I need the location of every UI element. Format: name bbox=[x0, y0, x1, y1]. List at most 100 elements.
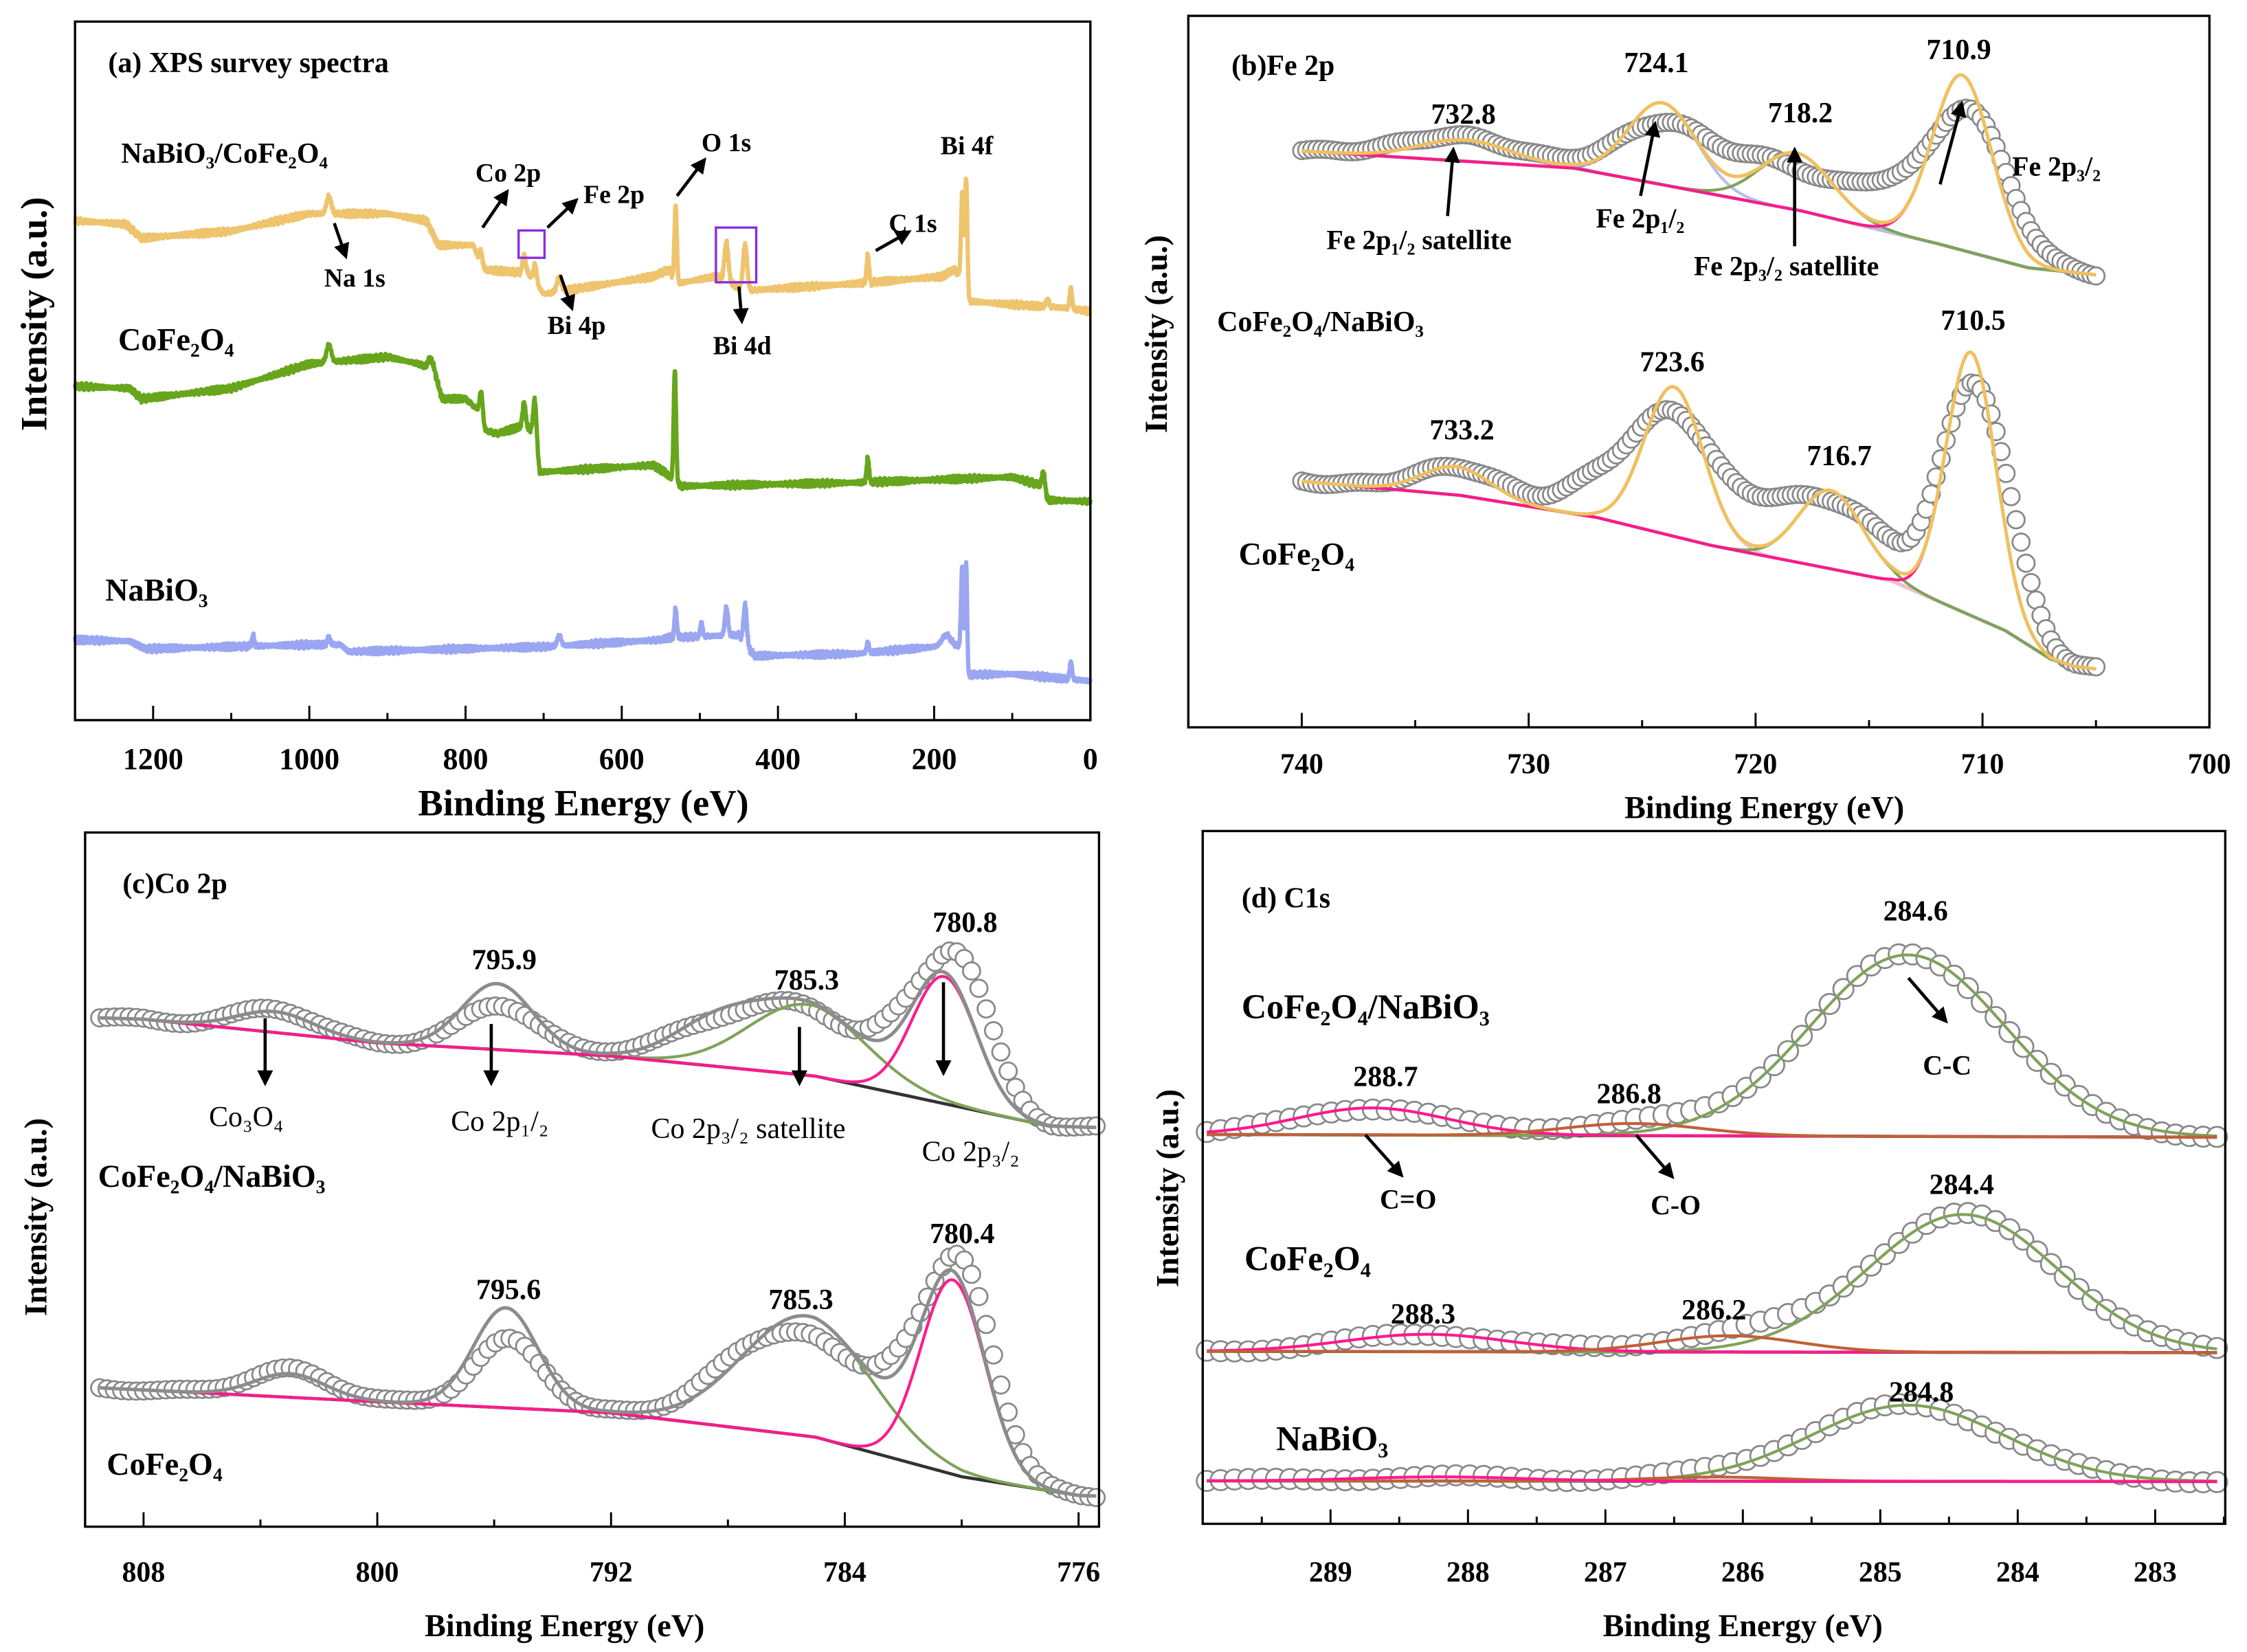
x-tick-label: 1000 bbox=[279, 742, 339, 776]
series-line-0 bbox=[73, 176, 1093, 317]
peak-label-co2p: Co 2p bbox=[476, 159, 541, 188]
data-point bbox=[998, 1061, 1018, 1081]
data-point bbox=[983, 1020, 1003, 1040]
highlight-box-fe2p bbox=[517, 229, 546, 259]
component-peak-2 bbox=[1301, 480, 2097, 671]
axes-frame-d bbox=[1201, 829, 2227, 1526]
spectrum-label-composite: CoFe₂O₄/NaBiO₃ bbox=[98, 1159, 326, 1194]
peak-value-label: 723.6 bbox=[1640, 347, 1704, 379]
x-tick-label: 1200 bbox=[123, 742, 183, 776]
data-point bbox=[961, 961, 981, 981]
arrow-icon bbox=[481, 188, 509, 229]
peak-value-label: 795.6 bbox=[476, 1275, 541, 1306]
data-point bbox=[991, 1042, 1011, 1062]
data-point bbox=[2016, 553, 2036, 573]
y-axis-label-c: Intensity (a.u.) bbox=[18, 1118, 53, 1316]
x-tick-label: 285 bbox=[1859, 1556, 1902, 1588]
x-tick-label: 200 bbox=[911, 742, 957, 776]
x-tick-label: 792 bbox=[590, 1556, 633, 1588]
component-peak-0 bbox=[1301, 465, 2097, 671]
axes-frame-c bbox=[84, 831, 1101, 1528]
chart-title-d: (d) C1s bbox=[1242, 882, 1330, 914]
peak-value-label: 732.8 bbox=[1431, 99, 1495, 131]
series-line-1 bbox=[73, 342, 1093, 506]
annotation-co2p12: Co 2p₁/₂ bbox=[451, 1106, 548, 1137]
fit-envelope bbox=[100, 970, 1097, 1130]
arrow-icon bbox=[875, 230, 912, 252]
chart-title-b: (b)Fe 2p bbox=[1231, 50, 1334, 82]
component-peak-2 bbox=[1207, 1121, 2217, 1139]
data-point bbox=[983, 1345, 1003, 1365]
x-axis-label-d: Binding Energy (eV) bbox=[1603, 1608, 1883, 1643]
arrow-icon bbox=[675, 157, 706, 197]
x-tick-label: 286 bbox=[1721, 1556, 1765, 1588]
peak-value-label: 733.2 bbox=[1429, 414, 1494, 446]
chart-title-a: (a) XPS survey spectra bbox=[108, 47, 389, 79]
arrow-icon bbox=[559, 274, 576, 311]
spectrum-label-composite: CoFe₂O₄/NaBiO₃ bbox=[1217, 306, 1424, 338]
axes-frame-a bbox=[74, 20, 1092, 722]
spectrum-label-cofe2o4: CoFe₂O₄ bbox=[1239, 537, 1355, 572]
arrow-icon bbox=[1907, 976, 1948, 1024]
arrow-icon bbox=[1444, 146, 1460, 216]
annotation-co2p32-satellite: Co 2p₃/₂ satellite bbox=[651, 1113, 846, 1145]
peak-value-label: 780.8 bbox=[932, 907, 997, 939]
plot-area-d bbox=[1196, 943, 2228, 1494]
annotation-fe2p12-satellite: Fe 2p₁/₂ satellite bbox=[1327, 225, 1512, 256]
series-label-nabio3: NaBiO₃ bbox=[105, 572, 208, 607]
y-axis-label-a: Intensity (a.u.) bbox=[12, 197, 54, 432]
peak-label-bi4d: Bi 4d bbox=[713, 332, 772, 361]
peak-value-label: 284.8 bbox=[1889, 1376, 1954, 1408]
x-tick-label: 800 bbox=[443, 742, 488, 776]
x-tick-label: 287 bbox=[1584, 1556, 1627, 1588]
plot-area-a bbox=[73, 176, 1093, 685]
x-axis-label-b: Binding Energy (eV) bbox=[1624, 790, 1904, 825]
data-point bbox=[2006, 510, 2026, 530]
peak-value-label: 710.5 bbox=[1941, 305, 2005, 337]
peak-label-bi4f: Bi 4f bbox=[941, 131, 994, 160]
x-tick-label: 710 bbox=[1961, 748, 2004, 780]
peak-label-o1s: O 1s bbox=[702, 129, 751, 157]
arrow-icon bbox=[1364, 1134, 1404, 1178]
peak-value-label: 286.2 bbox=[1681, 1295, 1746, 1326]
spectrum-label-cofe2o4: CoFe₂O₄ bbox=[1244, 1240, 1371, 1278]
fit-envelope bbox=[1301, 350, 2097, 671]
plot-area-c bbox=[90, 941, 1106, 1508]
annotation-fe2p32-satellite: Fe 2p₃/₂ satellite bbox=[1694, 251, 1879, 281]
x-tick-label: 283 bbox=[2134, 1556, 2177, 1588]
data-point bbox=[2086, 266, 2106, 286]
x-tick-label: 600 bbox=[599, 742, 645, 776]
x-tick-label: 284 bbox=[1996, 1556, 2039, 1588]
data-point bbox=[1996, 463, 2016, 483]
fit-envelope bbox=[99, 1268, 1097, 1498]
series-label-nabio3-cofe2o4: NaBiO₃/CoFe₂O₄ bbox=[121, 138, 328, 170]
peak-value-label: 710.9 bbox=[1926, 34, 1991, 66]
data-point bbox=[961, 1264, 981, 1284]
arrow-icon bbox=[546, 198, 579, 229]
x-axis-b: 740 730 720 710 700 bbox=[1187, 713, 2231, 780]
peak-label-bi4p: Bi 4p bbox=[548, 311, 606, 340]
spectrum-label-composite: CoFe₂O₄/NaBiO₃ bbox=[1242, 987, 1490, 1026]
data-point bbox=[2021, 572, 2041, 592]
spectrum-label-nabio3: NaBiO₃ bbox=[1276, 1420, 1388, 1458]
y-axis-label-b: Intensity (a.u.) bbox=[1139, 235, 1174, 433]
x-tick-label: 776 bbox=[1057, 1556, 1100, 1588]
background-line bbox=[1301, 479, 2097, 671]
annotation-c-c: C-C bbox=[1923, 1051, 1971, 1081]
annotation-co2p32: Co 2p₃/₂ bbox=[922, 1136, 1020, 1168]
x-axis-d: 289 288 287 286 285 284 283 bbox=[1260, 1509, 2225, 1588]
panel-c-co2p: 808 800 792 784 776 (c)Co 2p Binding Energy … bbox=[18, 831, 1106, 1643]
y-axis-label-d: Intensity (a.u.) bbox=[1150, 1089, 1185, 1287]
annotation-c=o: C=O bbox=[1380, 1184, 1436, 1214]
peak-value-label: 780.4 bbox=[930, 1218, 994, 1250]
data-point bbox=[976, 999, 996, 1019]
component-peak-2 bbox=[1207, 1475, 2217, 1484]
x-tick-label: 400 bbox=[755, 742, 801, 776]
peak-value-label: 288.3 bbox=[1391, 1299, 1455, 1330]
data-point bbox=[1086, 1488, 1106, 1508]
peak-value-label: 795.9 bbox=[472, 945, 537, 976]
fit-envelope bbox=[1301, 73, 2097, 277]
panel-a-survey: 1200 1000 800 600 400 200 0 (a) XPS survey spe… bbox=[12, 20, 1098, 823]
peak-value-label: 288.7 bbox=[1353, 1061, 1418, 1093]
